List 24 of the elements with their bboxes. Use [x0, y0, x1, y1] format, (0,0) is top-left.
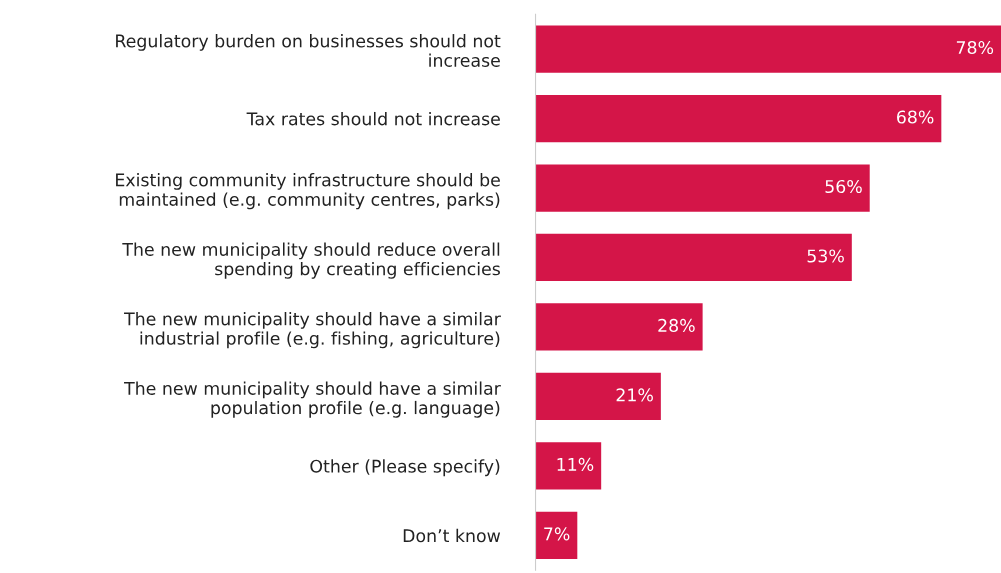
data-label: 11%: [557, 457, 594, 471]
bar: [535, 164, 870, 212]
bar: [535, 233, 852, 282]
y-tick-label: Regulatory burden on businesses should not increase: [116, 34, 501, 67]
data-label: 78%: [956, 40, 994, 55]
y-tick-label: Existing community infrastructure should be maintained (e.g. community centres, parks): [116, 173, 500, 210]
y-tick-label: Tax rates should not increase: [246, 111, 500, 126]
data-label: 68%: [897, 110, 934, 124]
bar: [535, 511, 578, 560]
bar: [535, 372, 661, 421]
data-label: 21%: [616, 388, 653, 402]
data-label: 53%: [807, 249, 844, 263]
bar: [535, 442, 602, 490]
y-tick-label: Other (Please specify): [310, 459, 500, 477]
bar: [535, 94, 942, 143]
y-tick-label: The new municipality should have a similar population profile (e.g. language): [124, 381, 501, 418]
bar: [535, 303, 703, 351]
y-tick-label: Don’t know: [403, 528, 501, 543]
y-tick-label: The new municipality should reduce overall spending by creating efficiencies: [122, 242, 500, 279]
y-tick-label: The new municipality should have a similar industrial profile (e.g. fishing, agriculture): [124, 311, 501, 349]
data-label: 7%: [544, 527, 570, 541]
data-label: 28%: [658, 318, 695, 333]
data-label: 56%: [825, 179, 862, 194]
bar: [535, 25, 1001, 73]
